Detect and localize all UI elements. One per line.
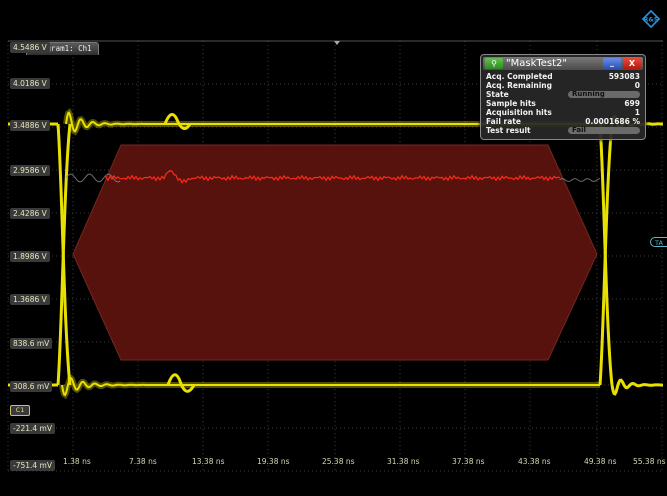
rising-edge-right xyxy=(598,123,614,386)
x-label-3: 19.38 ns xyxy=(257,457,290,466)
svg-text:R&S: R&S xyxy=(644,17,659,24)
fail-trace xyxy=(105,169,561,184)
low-level-glitch xyxy=(166,373,196,393)
y-label-0: 4.5486 V xyxy=(10,42,50,53)
y-label-9: -221.4 mV xyxy=(10,423,55,434)
x-label-0: 1.38 ns xyxy=(63,457,91,466)
y-label-3: 2.9586 V xyxy=(10,165,50,176)
low-level-trace xyxy=(61,376,600,397)
x-label-7: 43.38 ns xyxy=(518,457,551,466)
x-label-1: 7.38 ns xyxy=(129,457,157,466)
trigger-level-marker[interactable]: TA xyxy=(650,237,667,247)
y-label-4: 2.4286 V xyxy=(10,208,50,219)
mask-row-label: Test result xyxy=(486,126,531,135)
mask-test-titlebar[interactable]: ⚲ "MaskTest2" _ X xyxy=(483,57,643,70)
mask-row-test-result: Test result Fail xyxy=(486,126,640,135)
mask-region[interactable] xyxy=(72,144,598,361)
x-label-9: 55.38 ns xyxy=(633,457,666,466)
mask-row-value: 699 xyxy=(624,99,640,108)
trigger-position-marker[interactable] xyxy=(334,41,340,45)
mask-row-value: 0.0001686 % xyxy=(585,117,640,126)
test-result-badge: Fail xyxy=(568,127,640,134)
mask-row-acquisition-hits: Acquisition hits 1 xyxy=(486,108,640,117)
rising-edge-left xyxy=(56,123,72,386)
x-label-8: 49.38 ns xyxy=(584,457,617,466)
low-level-trace-right xyxy=(610,378,663,396)
close-button[interactable]: X xyxy=(623,58,641,69)
minimize-button[interactable]: _ xyxy=(603,58,621,69)
mask-row-label: State xyxy=(486,90,509,99)
mask-row-value: 0 xyxy=(634,81,640,90)
mask-row-label: Acq. Completed xyxy=(486,72,553,81)
mask-row-sample-hits: Sample hits 699 xyxy=(486,99,640,108)
mask-row-value: 593083 xyxy=(608,72,640,81)
state-status-badge: Running xyxy=(568,91,640,98)
y-label-10: -751.4 mV xyxy=(10,460,55,471)
rohde-schwarz-logo-icon: R&S xyxy=(642,10,660,28)
y-label-7: 838.6 mV xyxy=(10,338,53,349)
y-label-5: 1.8986 V xyxy=(10,251,50,262)
y-label-2: 3.4886 V xyxy=(10,120,50,131)
high-level-glitch xyxy=(163,113,192,130)
reference-trace-left xyxy=(65,173,121,183)
mask-row-label: Sample hits xyxy=(486,99,536,108)
search-icon[interactable]: ⚲ xyxy=(485,58,503,69)
mask-row-acq-remaining: Acq. Remaining 0 xyxy=(486,81,640,90)
x-label-2: 13.38 ns xyxy=(192,457,225,466)
mask-row-label: Acq. Remaining xyxy=(486,81,553,90)
x-label-5: 31.38 ns xyxy=(387,457,420,466)
mask-row-value: 1 xyxy=(634,108,640,117)
x-label-6: 37.38 ns xyxy=(452,457,485,466)
y-label-8: 308.6 mV xyxy=(10,381,53,392)
reference-trace-right xyxy=(559,177,601,183)
mask-row-label: Acquisition hits xyxy=(486,108,552,117)
mask-test-panel[interactable]: ⚲ "MaskTest2" _ X Acq. Completed 593083 … xyxy=(480,54,646,140)
x-label-4: 25.38 ns xyxy=(322,457,355,466)
y-label-1: 4.0186 V xyxy=(10,78,50,89)
mask-row-label: Fail rate xyxy=(486,117,521,126)
mask-row-state: State Running xyxy=(486,90,640,99)
mask-row-acq-completed: Acq. Completed 593083 xyxy=(486,72,640,81)
mask-test-title: "MaskTest2" xyxy=(506,58,568,69)
y-label-6: 1.3686 V xyxy=(10,294,50,305)
mask-row-fail-rate: Fail rate 0.0001686 % xyxy=(486,117,640,126)
channel-marker[interactable]: C1 xyxy=(10,405,30,416)
